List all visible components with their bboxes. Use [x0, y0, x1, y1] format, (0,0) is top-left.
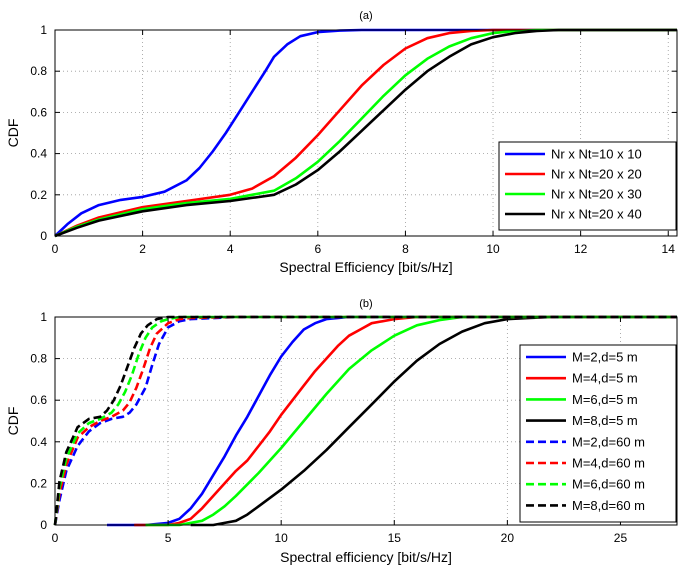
ticks: 0 2 4 6 8 10 12 14 0 0.2 0.4 0.6 0.8 1: [30, 23, 677, 256]
legend-label-6: M=4,d=60 m: [572, 456, 645, 471]
legend-label-3: M=6,d=5 m: [572, 392, 638, 407]
y-axis-label: CDF: [5, 119, 21, 148]
series-group: [53, 315, 677, 527]
y-tick-label: 1: [40, 310, 47, 324]
legend: M=2,d=5 m M=4,d=5 m M=6,d=5 m M=8,d=5 m M=2,…: [519, 344, 677, 523]
series-line-1: [107, 315, 677, 527]
x-tick-label: 25: [614, 531, 628, 545]
legend-label-3: Nr x Nt=20 x 30: [551, 187, 642, 202]
x-tick-label: 15: [388, 531, 402, 545]
series-line-2: [54, 28, 677, 238]
legend-label-2: M=4,d=5 m: [572, 371, 638, 386]
series-line-7: [53, 315, 677, 526]
y-tick-label: 0: [40, 229, 47, 243]
legend-label-4: M=8,d=5 m: [572, 413, 638, 428]
legend-label-8: M=8,d=60 m: [572, 498, 645, 513]
series-line-8: [53, 315, 677, 526]
y-tick-label: 0.2: [30, 476, 47, 490]
series-group: [54, 28, 677, 238]
y-axis-label: CDF: [5, 407, 21, 436]
x-tick-label: 4: [227, 242, 234, 256]
x-tick-label: 6: [314, 242, 321, 256]
legend-box: [498, 141, 677, 231]
legend-label-2: Nr x Nt=20 x 20: [551, 167, 642, 182]
legend-label-1: M=2,d=5 m: [572, 350, 638, 365]
axes-frame: [54, 316, 678, 526]
x-tick-label: 8: [402, 242, 409, 256]
legend-label-1: Nr x Nt=10 x 10: [551, 147, 642, 162]
legend: Nr x Nt=10 x 10 Nr x Nt=20 x 20 Nr x Nt=20…: [498, 141, 677, 231]
chart-title: (b): [359, 298, 372, 310]
x-tick-label: 0: [52, 531, 59, 545]
axes-frame: [54, 29, 678, 237]
y-tick-label: 0: [40, 518, 47, 532]
series-line-4: [190, 315, 677, 527]
y-tick-label: 0.6: [30, 105, 47, 119]
y-tick-label: 0.6: [30, 393, 47, 407]
y-tick-label: 0.8: [30, 64, 47, 78]
chart-title: (a): [359, 10, 372, 22]
legend-label-4: Nr x Nt=20 x 40: [551, 207, 642, 222]
x-tick-label: 14: [662, 242, 676, 256]
chart-panel-a: 0 2 4 6 8 10 12 14 0 0.2 0.4 0.6 0.8 1 (a) Spectral Eff…: [5, 10, 678, 275]
series-line-3: [54, 28, 677, 238]
series-line-6: [53, 315, 677, 526]
series-line-2: [134, 315, 677, 527]
x-axis-label: Spectral efficiency [bit/s/Hz]: [280, 549, 452, 565]
series-line-1: [54, 28, 677, 237]
series-line-3: [145, 315, 677, 527]
series-line-5: [53, 315, 677, 526]
legend-label-5: M=2,d=60 m: [572, 434, 645, 449]
series-line-4: [54, 28, 677, 238]
legend-box: [519, 344, 677, 523]
y-tick-label: 0.4: [30, 147, 47, 161]
y-tick-label: 0.2: [30, 188, 47, 202]
chart-panel-b: 0 5 10 15 20 25 0 0.2 0.4 0.6 0.8 1 (b) Spectral effi…: [5, 298, 678, 565]
x-axis-label: Spectral Efficiency [bit/s/Hz]: [279, 259, 452, 275]
x-tick-label: 10: [275, 531, 289, 545]
legend-label-7: M=6,d=60 m: [572, 477, 645, 492]
ticks: 0 5 10 15 20 25 0 0.2 0.4 0.6 0.8 1: [30, 310, 677, 545]
y-tick-label: 0.8: [30, 352, 47, 366]
y-tick-label: 0.4: [30, 435, 47, 449]
x-tick-label: 20: [501, 531, 515, 545]
x-tick-label: 2: [139, 242, 146, 256]
x-tick-label: 12: [574, 242, 588, 256]
x-tick-label: 10: [486, 242, 500, 256]
x-tick-label: 5: [165, 531, 172, 545]
x-tick-label: 0: [52, 242, 59, 256]
y-tick-label: 1: [40, 23, 47, 37]
